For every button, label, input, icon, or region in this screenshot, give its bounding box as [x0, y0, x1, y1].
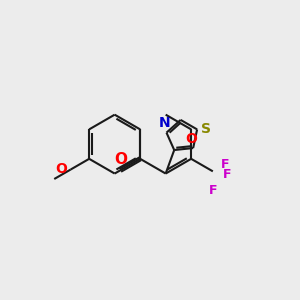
Text: F: F	[223, 168, 232, 182]
Text: S: S	[201, 122, 211, 136]
Text: O: O	[56, 162, 67, 176]
Text: F: F	[209, 184, 218, 197]
Text: O: O	[114, 152, 127, 167]
Text: N: N	[159, 116, 171, 130]
Text: O: O	[185, 132, 197, 146]
Text: F: F	[221, 158, 230, 171]
